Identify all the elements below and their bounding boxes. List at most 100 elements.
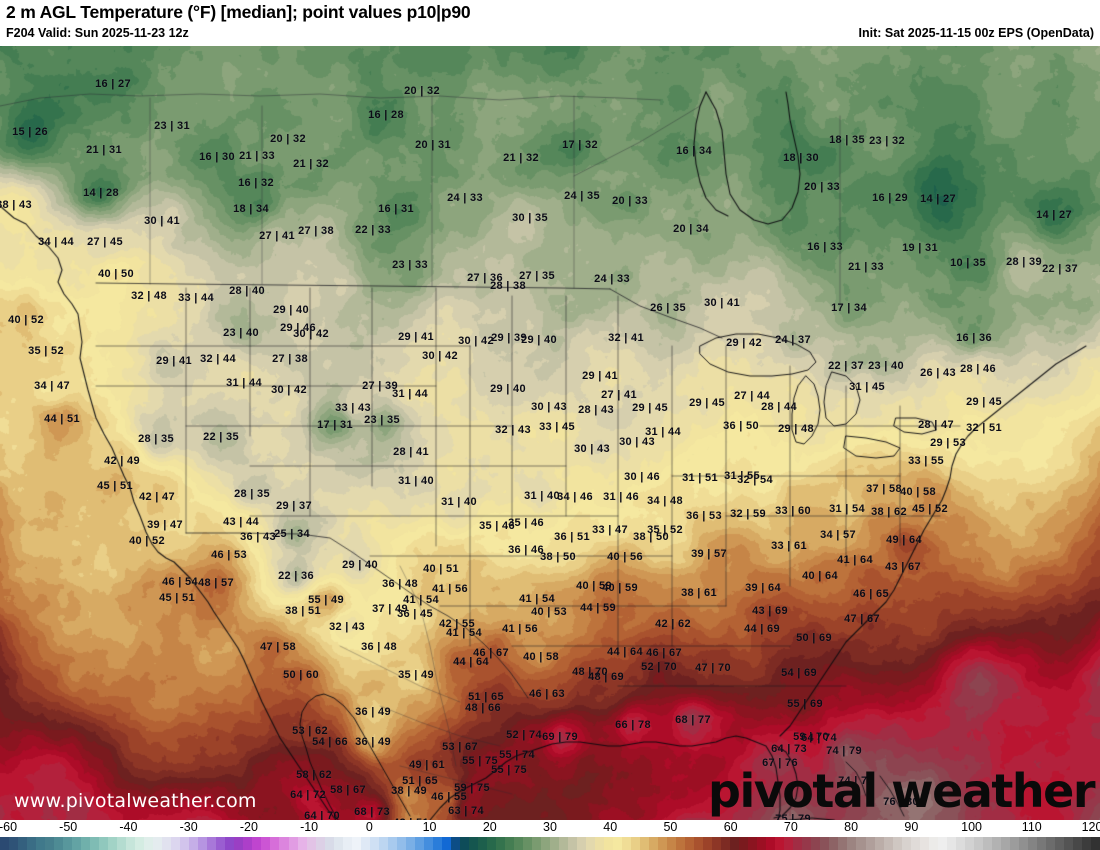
colorbar-cell [441,837,451,850]
colorbar-cell [1036,837,1046,850]
colorbar-cell [72,837,82,850]
colorbar-cell [856,837,866,850]
colorbar-cell [216,837,226,850]
colorbar-cell [234,837,244,850]
colorbar-cell [730,837,740,850]
colorbar-cell [802,837,812,850]
colorbar-cell [495,837,505,850]
colorbar-cell [892,837,902,850]
valid-time-label: F204 Valid: Sun 2025-11-23 12z [6,26,189,40]
colorbar-tick: 120 [1081,820,1100,834]
watermark-brand: pivotal weather [708,764,1095,818]
colorbar-cell [667,837,677,850]
colorbar-cell [468,837,478,850]
colorbar-cell [613,837,623,850]
colorbar-cell [450,837,460,850]
colorbar-cell [36,837,46,850]
colorbar-tick: -50 [59,820,78,834]
colorbar-cell [279,837,289,850]
colorbar-cell [45,837,55,850]
colorbar-cell [910,837,920,850]
colorbar-cell [991,837,1001,850]
colorbar-cell [577,837,587,850]
colorbar-tick: 10 [422,820,437,834]
colorbar-tick: -40 [119,820,138,834]
colorbar-cell [198,837,208,850]
colorbar-cell [189,837,199,850]
page-title: 2 m AGL Temperature (°F) [median]; point… [6,2,471,22]
colorbar-cell [144,837,154,850]
colorbar-cell [649,837,659,850]
colorbar-cell [360,837,370,850]
colorbar-cell [126,837,136,850]
colorbar-cell [973,837,983,850]
colorbar-cell [631,837,641,850]
colorbar-cell [342,837,352,850]
colorbar-cell [694,837,704,850]
colorbar-cell [432,837,442,850]
colorbar-cell [162,837,172,850]
colorbar-cell [297,837,307,850]
colorbar-cell [486,837,496,850]
colorbar-tick: 0 [365,820,373,834]
temperature-raster [0,46,1100,820]
colorbar-cell [982,837,992,850]
colorbar-cell [1063,837,1073,850]
colorbar-cell [504,837,514,850]
colorbar-cell [423,837,433,850]
colorbar-tick: -10 [300,820,319,834]
colorbar-cell [108,837,118,850]
colorbar-cell [567,837,577,850]
colorbar-cell [919,837,929,850]
colorbar-cell [369,837,379,850]
colorbar-cell [1072,837,1082,850]
colorbar-cell [54,837,64,850]
colorbar-cell [874,837,884,850]
colorbar-tick: 80 [844,820,859,834]
colorbar-tick: 60 [723,820,738,834]
colorbar-cell [595,837,605,850]
colorbar-cell [243,837,253,850]
colorbar-cell [838,837,848,850]
colorbar-gradient-strip [0,837,1100,850]
colorbar-cell [820,837,830,850]
colorbar-cell [955,837,965,850]
colorbar-cell [1081,837,1091,850]
colorbar-cell [829,837,839,850]
colorbar-cell [378,837,388,850]
colorbar-cell [171,837,181,850]
colorbar-cell [1000,837,1010,850]
colorbar-cell [964,837,974,850]
colorbar-cell [721,837,731,850]
colorbar-cell [757,837,767,850]
colorbar-cell [270,837,280,850]
colorbar-cell [477,837,487,850]
colorbar-cell [604,837,614,850]
colorbar-cell [622,837,632,850]
colorbar-cell [946,837,956,850]
colorbar-cell [739,837,749,850]
colorbar-tick: 20 [482,820,497,834]
colorbar-tick: 50 [663,820,678,834]
colorbar-cell [288,837,298,850]
colorbar-cell [153,837,163,850]
colorbar-tick-labels: -60 -50 -40 -30 -20 -10 0 10 20 30 40 50 60 70 80 90 100… [0,820,1100,836]
colorbar-cell [306,837,316,850]
colorbar-cell [1009,837,1019,850]
colorbar-cell [685,837,695,850]
colorbar-cell [252,837,262,850]
colorbar-tick: 100 [961,820,982,834]
colorbar-cell [324,837,334,850]
colorbar-cell [531,837,541,850]
colorbar: -60 -50 -40 -30 -20 -10 0 10 20 30 40 50 60 70 80 90 100… [0,820,1100,850]
colorbar-cell [703,837,713,850]
colorbar-cell [784,837,794,850]
colorbar-cell [793,837,803,850]
colorbar-cell [99,837,109,850]
colorbar-cell [865,837,875,850]
temperature-map[interactable]: 15 | 26 16 | 27 21 | 31 23 | 31 14 | 28 16 | … [0,46,1100,820]
colorbar-cell [522,837,532,850]
colorbar-cell [1090,837,1100,850]
colorbar-cell [811,837,821,850]
